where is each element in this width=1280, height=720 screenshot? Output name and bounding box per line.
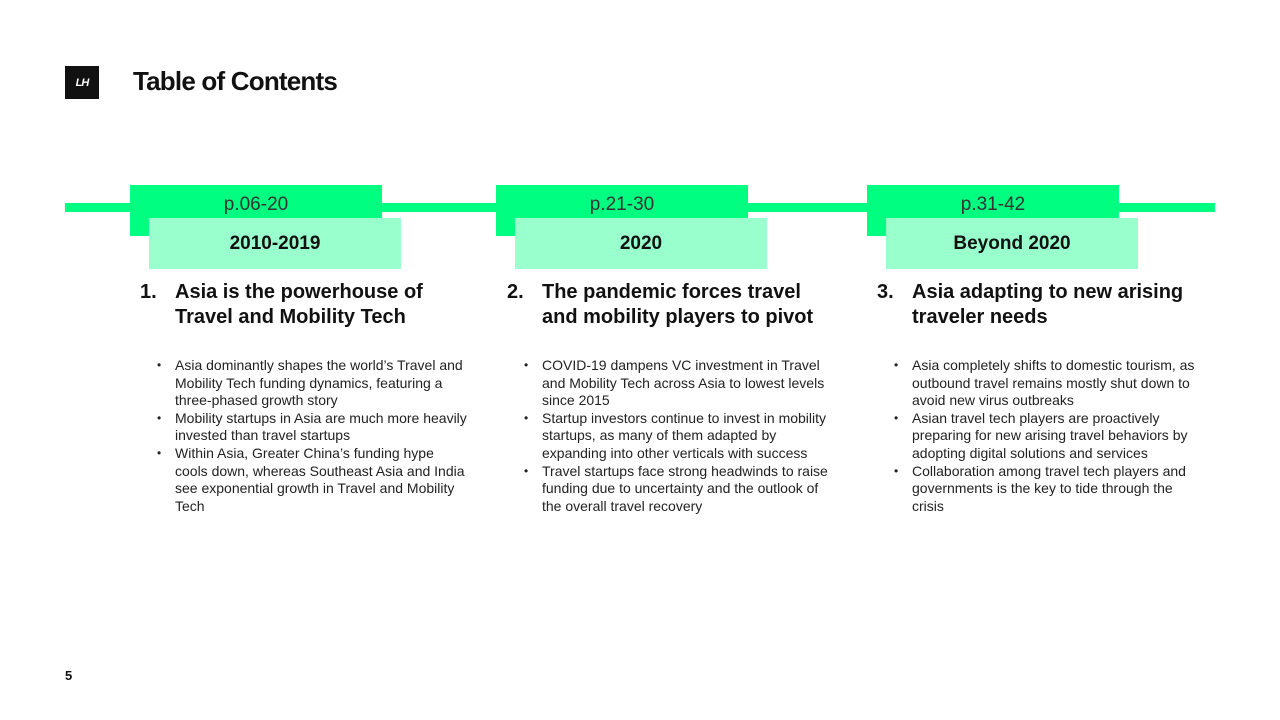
section-bullets: Asia dominantly shapes the world’s Trave…	[140, 357, 470, 515]
bullet-item: Collaboration among travel tech players …	[877, 463, 1207, 516]
bullet-item: Startup investors continue to invest in …	[507, 410, 837, 463]
period-label: 2020	[515, 218, 767, 269]
company-logo: LH	[65, 66, 99, 99]
bullet-item: Asian travel tech players are proactivel…	[877, 410, 1207, 463]
section-number: 1.	[140, 281, 157, 303]
section-number: 3.	[877, 281, 894, 303]
bullet-item: Travel startups face strong headwinds to…	[507, 463, 837, 516]
page-title: Table of Contents	[133, 66, 338, 96]
bullet-item: Asia completely shifts to domestic touri…	[877, 357, 1207, 410]
section-bullets: Asia completely shifts to domestic touri…	[877, 357, 1207, 515]
section-title: Asia is the powerhouse of Travel and Mob…	[175, 281, 423, 328]
section-heading: 1. Asia is the powerhouse of Travel and …	[140, 280, 470, 330]
bullet-item: Mobility startups in Asia are much more …	[140, 410, 470, 445]
bullet-item: COVID-19 dampens VC investment in Travel…	[507, 357, 837, 410]
section-title: The pandemic forces travel and mobility …	[542, 281, 814, 328]
page-number: 5	[65, 668, 73, 683]
period-label: Beyond 2020	[886, 218, 1138, 269]
section-title: Asia adapting to new arising traveler ne…	[912, 281, 1184, 328]
bullet-item: Asia dominantly shapes the world’s Trave…	[140, 357, 470, 410]
section-heading: 3. Asia adapting to new arising traveler…	[877, 280, 1207, 330]
section-number: 2.	[507, 281, 524, 303]
section-heading: 2. The pandemic forces travel and mobili…	[507, 280, 837, 330]
section-bullets: COVID-19 dampens VC investment in Travel…	[507, 357, 837, 515]
bullet-item: Within Asia, Greater China’s funding hyp…	[140, 445, 470, 515]
logo-text: LH	[75, 76, 90, 89]
period-label: 2010-2019	[149, 218, 401, 269]
